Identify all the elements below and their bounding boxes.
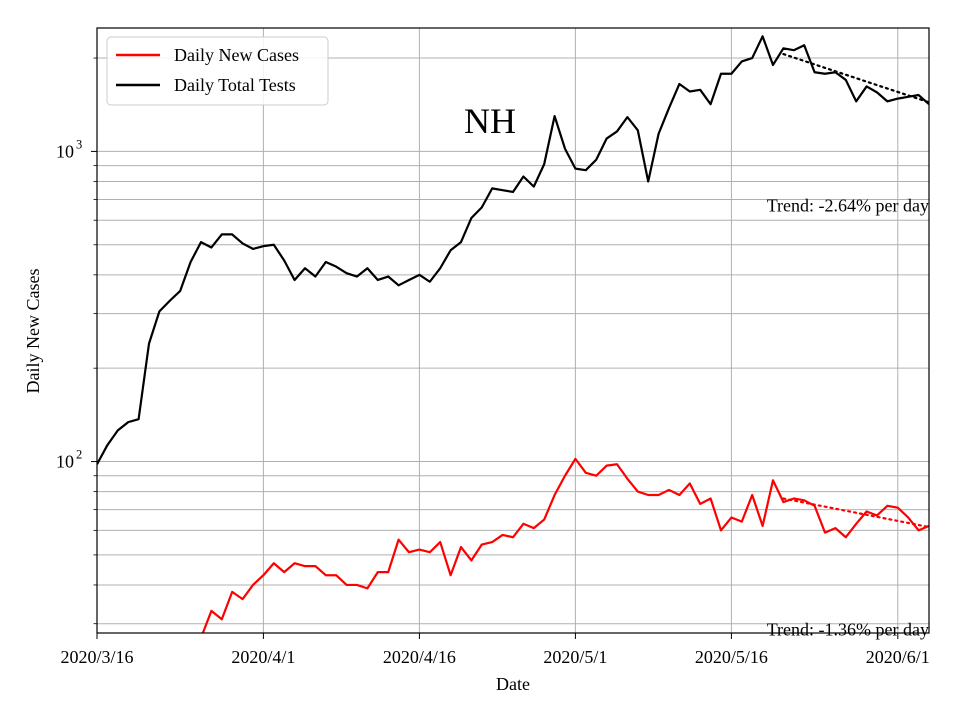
y-tick-label: 10 2	[56, 448, 82, 472]
trendline-daily-total-tests	[782, 52, 929, 104]
y-tick-label-exponent: 2	[76, 448, 82, 462]
plot-frame	[96, 27, 930, 634]
series-line-daily-total-tests	[97, 35, 929, 465]
x-tick-label: 2020/4/16	[383, 647, 456, 667]
y-tick-label: 10 3	[56, 137, 82, 161]
chart-title: NH	[464, 101, 516, 141]
legend: Daily New Cases Daily Total Tests	[106, 36, 329, 106]
x-tick-label: 2020/3/16	[60, 647, 133, 667]
x-tick-label: 2020/5/16	[695, 647, 768, 667]
labels: 2020/3/16 2020/4/1 2020/4/16 2020/5/1 2020/5…	[56, 137, 930, 667]
trendline-daily-new-cases	[782, 497, 929, 529]
y-tick-label-base: 10	[56, 452, 74, 472]
annotation-tests-trend: Trend: -2.64% per day	[767, 196, 929, 216]
grid	[96, 28, 929, 633]
y-tick-label-exponent: 3	[76, 137, 82, 151]
x-tick-label: 2020/6/1	[866, 647, 930, 667]
x-axis-label: Date	[496, 674, 530, 694]
legend-label-daily-new-cases: Daily New Cases	[174, 45, 299, 65]
legend-box	[106, 36, 329, 106]
annotation-cases-trend: Trend: -1.36% per day	[767, 619, 929, 639]
legend-label-daily-total-tests: Daily Total Tests	[174, 75, 296, 95]
x-tick-label: 2020/5/1	[543, 647, 607, 667]
y-tick-label-base: 10	[56, 141, 74, 161]
axis-ticks	[91, 57, 899, 639]
series-layer	[97, 35, 929, 633]
y-axis-label: Daily New Cases	[23, 269, 43, 394]
series-line-daily-new-cases	[201, 457, 929, 633]
x-tick-label: 2020/4/1	[231, 647, 295, 667]
